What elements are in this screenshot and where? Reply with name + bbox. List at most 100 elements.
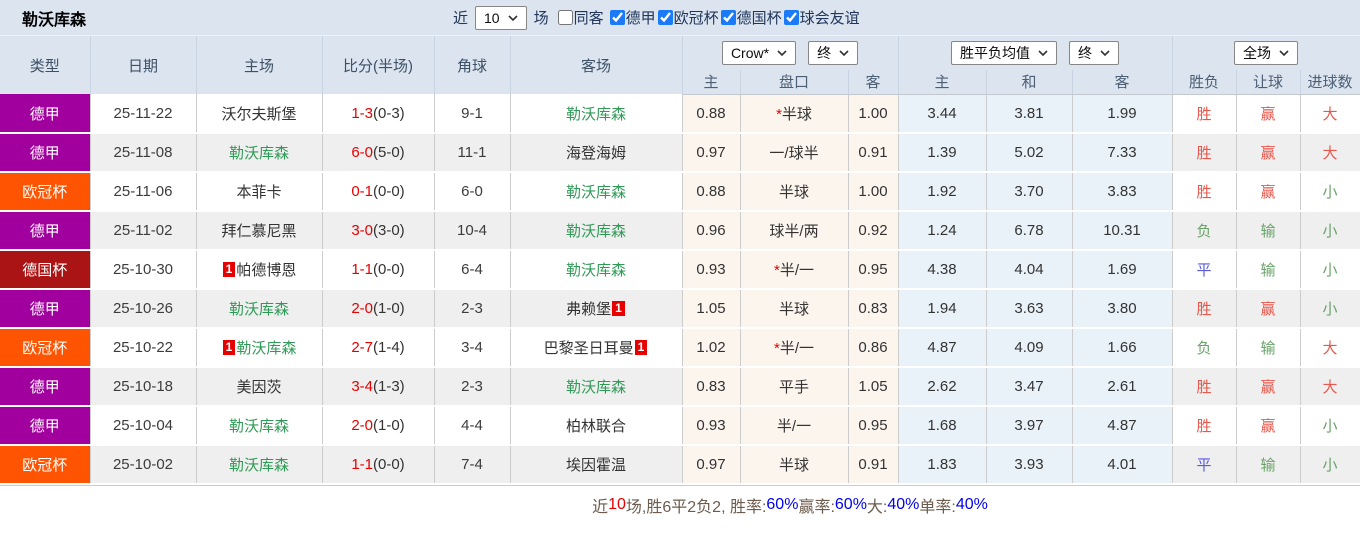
league-badge: 德甲 bbox=[0, 367, 91, 407]
team-name[interactable]: 勒沃库森 bbox=[565, 262, 626, 279]
recent-count-select[interactable]: 10 bbox=[475, 5, 527, 30]
summary-segment: 大: bbox=[866, 498, 888, 516]
result-cell: 胜 bbox=[1172, 406, 1237, 446]
league-filter-checkbox[interactable] bbox=[720, 9, 736, 25]
summary-segment: 60% bbox=[834, 495, 867, 513]
col-header-corners: 角球 bbox=[434, 36, 511, 94]
odds-state-value: 终 bbox=[1078, 45, 1092, 61]
team-name[interactable]: 拜仁慕尼黑 bbox=[221, 223, 297, 240]
team-name[interactable]: 美因茨 bbox=[236, 379, 282, 396]
team-name[interactable]: 柏林联合 bbox=[565, 418, 626, 435]
away-team-cell: 勒沃库森 bbox=[510, 250, 683, 290]
score-cell[interactable]: 1-1(0-0) bbox=[322, 445, 435, 485]
home-team-cell: 1 勒沃库森 bbox=[196, 328, 323, 368]
team-name[interactable]: 勒沃库森 bbox=[228, 457, 289, 474]
odds-type-select[interactable]: 胜平负均值 bbox=[951, 41, 1057, 65]
score-cell[interactable]: 1-3(0-3) bbox=[322, 94, 435, 134]
corners-cell: 6-0 bbox=[434, 172, 511, 212]
score-cell[interactable]: 6-0(5-0) bbox=[322, 133, 435, 173]
table-header: 类型 日期 主场 比分(半场) 角球 客场 Crow* 终 bbox=[0, 36, 1360, 95]
crow-away-odds: 0.95 bbox=[848, 406, 899, 446]
handicap-result-cell: 输 bbox=[1236, 445, 1301, 485]
team-name[interactable]: 埃因霍温 bbox=[565, 457, 626, 474]
score-cell[interactable]: 3-0(3-0) bbox=[322, 211, 435, 251]
handicap-cell: 一/球半 bbox=[740, 133, 849, 173]
away-team-cell: 勒沃库森 bbox=[510, 211, 683, 251]
team-name[interactable]: 巴黎圣日耳曼 bbox=[543, 340, 634, 357]
team-name[interactable]: 勒沃库森 bbox=[565, 379, 626, 396]
match-date: 25-11-02 bbox=[90, 211, 197, 251]
avg-away-odds: 4.01 bbox=[1072, 445, 1173, 485]
match-row: 德甲 25-11-22 沃尔夫斯堡 1-3(0-3) 9-1 勒沃库森 0.88 *半球 1.0… bbox=[0, 94, 1360, 134]
team-name[interactable]: 勒沃库森 bbox=[228, 301, 289, 318]
bookmaker-select[interactable]: Crow* bbox=[721, 41, 797, 65]
league-filter-checkbox[interactable] bbox=[609, 9, 625, 25]
same-venue-checkbox[interactable] bbox=[557, 10, 573, 25]
avg-draw-odds: 4.04 bbox=[986, 250, 1073, 290]
team-name[interactable]: 勒沃库森 bbox=[565, 223, 626, 240]
chevron-down-icon bbox=[1279, 50, 1289, 56]
goals-result-cell: 大 bbox=[1300, 133, 1360, 173]
team-name[interactable]: 勒沃库森 bbox=[228, 418, 289, 435]
recent-count-value: 10 bbox=[484, 9, 500, 26]
avg-home-odds: 1.39 bbox=[898, 133, 987, 173]
crow-home-odds: 0.93 bbox=[682, 250, 741, 290]
handicap-result-cell: 赢 bbox=[1236, 172, 1301, 212]
score-cell[interactable]: 1-1(0-0) bbox=[322, 250, 435, 290]
team-name[interactable]: 勒沃库森 bbox=[565, 184, 626, 201]
match-row: 欧冠杯 25-10-22 1 勒沃库森 2-7(1-4) 3-4 巴黎圣日耳曼 1 1.02 *半… bbox=[0, 328, 1360, 368]
team-name[interactable]: 勒沃库森 bbox=[565, 105, 626, 123]
league-filter-checkbox[interactable] bbox=[657, 9, 673, 25]
crow-away-odds: 0.83 bbox=[848, 289, 899, 329]
handicap-state-select[interactable]: 终 bbox=[808, 41, 859, 65]
score-cell[interactable]: 3-4(1-3) bbox=[322, 367, 435, 407]
red-card-badge: 1 bbox=[634, 340, 648, 355]
crow-away-odds: 1.00 bbox=[848, 172, 899, 212]
sub-header-avg-draw: 和 bbox=[986, 70, 1073, 95]
score-cell[interactable]: 2-7(1-4) bbox=[322, 328, 435, 368]
avg-draw-odds: 3.47 bbox=[986, 367, 1073, 407]
team-name[interactable]: 沃尔夫斯堡 bbox=[221, 105, 297, 123]
avg-away-odds: 1.99 bbox=[1072, 94, 1173, 134]
team-name[interactable]: 本菲卡 bbox=[236, 184, 282, 201]
score-cell[interactable]: 0-1(0-0) bbox=[322, 172, 435, 212]
sub-header-avg-home: 主 bbox=[898, 70, 987, 95]
crow-away-odds: 0.91 bbox=[848, 445, 899, 485]
crow-home-odds: 0.97 bbox=[682, 133, 741, 173]
crow-home-odds: 0.96 bbox=[682, 211, 741, 251]
result-cell: 胜 bbox=[1172, 289, 1237, 329]
result-cell: 胜 bbox=[1172, 94, 1237, 134]
handicap-cell: 球半/两 bbox=[740, 211, 849, 251]
team-name[interactable]: 勒沃库森 bbox=[236, 340, 297, 357]
league-filter: 球会友谊 bbox=[783, 7, 860, 28]
summary-footer: 近 10 场,胜6平2负2, 胜率: 60% 赢率: 60% 大: 40% 单率: 40% bbox=[0, 485, 1360, 523]
corners-cell: 3-4 bbox=[434, 328, 511, 368]
league-filter-checkbox[interactable] bbox=[783, 9, 799, 25]
team-name[interactable]: 帕德博恩 bbox=[236, 262, 297, 279]
corners-cell: 9-1 bbox=[434, 94, 511, 134]
odds-state-select[interactable]: 终 bbox=[1069, 41, 1119, 65]
handicap-result-cell: 赢 bbox=[1236, 367, 1301, 407]
score-cell[interactable]: 2-0(1-0) bbox=[322, 289, 435, 329]
league-filter: 德甲 bbox=[609, 7, 656, 28]
fulltime-select[interactable]: 全场 bbox=[1234, 41, 1298, 65]
team-name[interactable]: 勒沃库森 bbox=[228, 145, 289, 162]
avg-away-odds: 2.61 bbox=[1072, 367, 1173, 407]
team-name[interactable]: 海登海姆 bbox=[565, 145, 626, 162]
league-filter-label: 欧冠杯 bbox=[673, 9, 719, 27]
avg-draw-odds: 5.02 bbox=[986, 133, 1073, 173]
filter-controls: 近 10 场 同客 德甲 欧冠杯 德国杯 球会友谊 bbox=[450, 5, 860, 30]
sub-header-goal-count: 进球数 bbox=[1300, 70, 1360, 95]
team-name[interactable]: 弗赖堡 bbox=[566, 301, 612, 318]
score-cell[interactable]: 2-0(1-0) bbox=[322, 406, 435, 446]
goals-result-cell: 大 bbox=[1300, 328, 1360, 368]
match-date: 25-10-26 bbox=[90, 289, 197, 329]
avg-home-odds: 1.24 bbox=[898, 211, 987, 251]
match-date: 25-10-04 bbox=[90, 406, 197, 446]
corners-cell: 11-1 bbox=[434, 133, 511, 173]
avg-draw-odds: 3.93 bbox=[986, 445, 1073, 485]
league-badge: 德甲 bbox=[0, 289, 91, 329]
league-filters: 德甲 欧冠杯 德国杯 球会友谊 bbox=[608, 7, 860, 29]
red-card-badge: 1 bbox=[222, 340, 236, 355]
